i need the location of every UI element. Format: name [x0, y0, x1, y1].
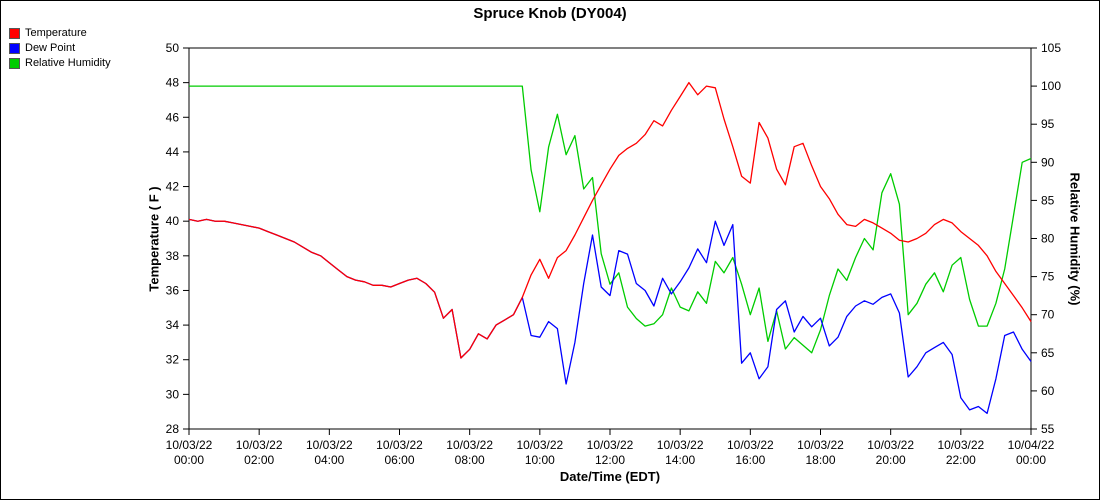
y-left-tick-label: 38: [166, 249, 180, 263]
chart-title: Spruce Knob (DY004): [473, 5, 627, 22]
legend: Temperature Dew Point Relative Humidity: [9, 27, 111, 69]
series-line-relative-humidity: [189, 85, 1032, 354]
y-left-tick-label: 44: [166, 145, 180, 159]
y-right-tick-label: 90: [1041, 155, 1055, 169]
legend-item-relative-humidity: Relative Humidity: [9, 57, 111, 69]
x-tick-label-time: 00:00: [174, 453, 204, 467]
y-right-tick-label: 70: [1041, 308, 1055, 322]
temperature-series-swatch-icon: [9, 27, 20, 39]
legend-label-temperature: Temperature: [25, 27, 87, 39]
series-line-dew-point: [188, 218, 1032, 415]
y-right-tick-label: 80: [1041, 232, 1055, 246]
x-tick-label-time: 06:00: [384, 453, 414, 467]
x-tick-label-time: 10:00: [525, 453, 555, 467]
x-tick-label-time: 02:00: [244, 453, 274, 467]
y-right-tick-label: 105: [1041, 41, 1061, 55]
x-tick-label-date: 10/03/22: [587, 438, 634, 452]
y-left-tick-label: 50: [166, 41, 180, 55]
x-tick-label-time: 12:00: [595, 453, 625, 467]
y-left-tick-label: 48: [166, 76, 180, 90]
y-right-tick-label: 95: [1041, 117, 1055, 131]
y-left-tick-label: 46: [166, 110, 180, 124]
legend-label-dew-point: Dew Point: [25, 42, 76, 54]
x-tick-label-time: 04:00: [314, 453, 344, 467]
x-tick-label-date: 10/04/22: [1008, 438, 1055, 452]
x-tick-label-time: 00:00: [1016, 453, 1046, 467]
y-left-tick-label: 28: [166, 422, 180, 436]
legend-item-temperature: Temperature: [9, 27, 111, 39]
y-right-tick-label: 60: [1041, 384, 1055, 398]
x-axis-title: Date/Time (EDT): [559, 469, 661, 484]
x-tick-label-date: 10/03/22: [937, 438, 984, 452]
y-left-tick-label: 36: [166, 283, 180, 297]
legend-label-relative-humidity: Relative Humidity: [25, 57, 111, 69]
y-left-tick-label: 34: [166, 318, 180, 332]
x-tick-label-time: 18:00: [805, 453, 835, 467]
x-tick-label-date: 10/03/22: [867, 438, 914, 452]
y-left-tick-label: 42: [166, 180, 180, 194]
x-tick-label-date: 10/03/22: [797, 438, 844, 452]
x-tick-label-date: 10/03/22: [657, 438, 704, 452]
x-tick-label-time: 08:00: [455, 453, 485, 467]
y-left-tick-label: 40: [166, 214, 180, 228]
x-tick-label-date: 10/03/22: [306, 438, 353, 452]
relative-humidity-series-swatch-icon: [9, 57, 20, 69]
y-right-tick-label: 65: [1041, 346, 1055, 360]
x-tick-label-date: 10/03/22: [446, 438, 493, 452]
x-tick-label-time: 16:00: [735, 453, 765, 467]
x-tick-label-time: 22:00: [946, 453, 976, 467]
x-tick-label-date: 10/03/22: [727, 438, 774, 452]
x-tick-label-date: 10/03/22: [236, 438, 283, 452]
y-right-tick-label: 55: [1041, 422, 1055, 436]
plot-border: [188, 47, 1032, 430]
y-left-tick-label: 30: [166, 387, 180, 401]
series-line-temperature: [188, 81, 1032, 359]
x-tick-label-date: 10/03/22: [166, 438, 213, 452]
y-right-tick-label: 100: [1041, 79, 1061, 93]
legend-item-dew-point: Dew Point: [9, 42, 111, 54]
x-tick-label-date: 10/03/22: [516, 438, 563, 452]
x-tick-label-date: 10/03/22: [376, 438, 423, 452]
y-right-tick-label: 85: [1041, 193, 1055, 207]
x-tick-label-time: 14:00: [665, 453, 695, 467]
y-right-tick-label: 75: [1041, 270, 1055, 284]
y-left-tick-label: 32: [166, 353, 180, 367]
dew-point-series-swatch-icon: [9, 42, 20, 54]
x-tick-label-time: 20:00: [876, 453, 906, 467]
